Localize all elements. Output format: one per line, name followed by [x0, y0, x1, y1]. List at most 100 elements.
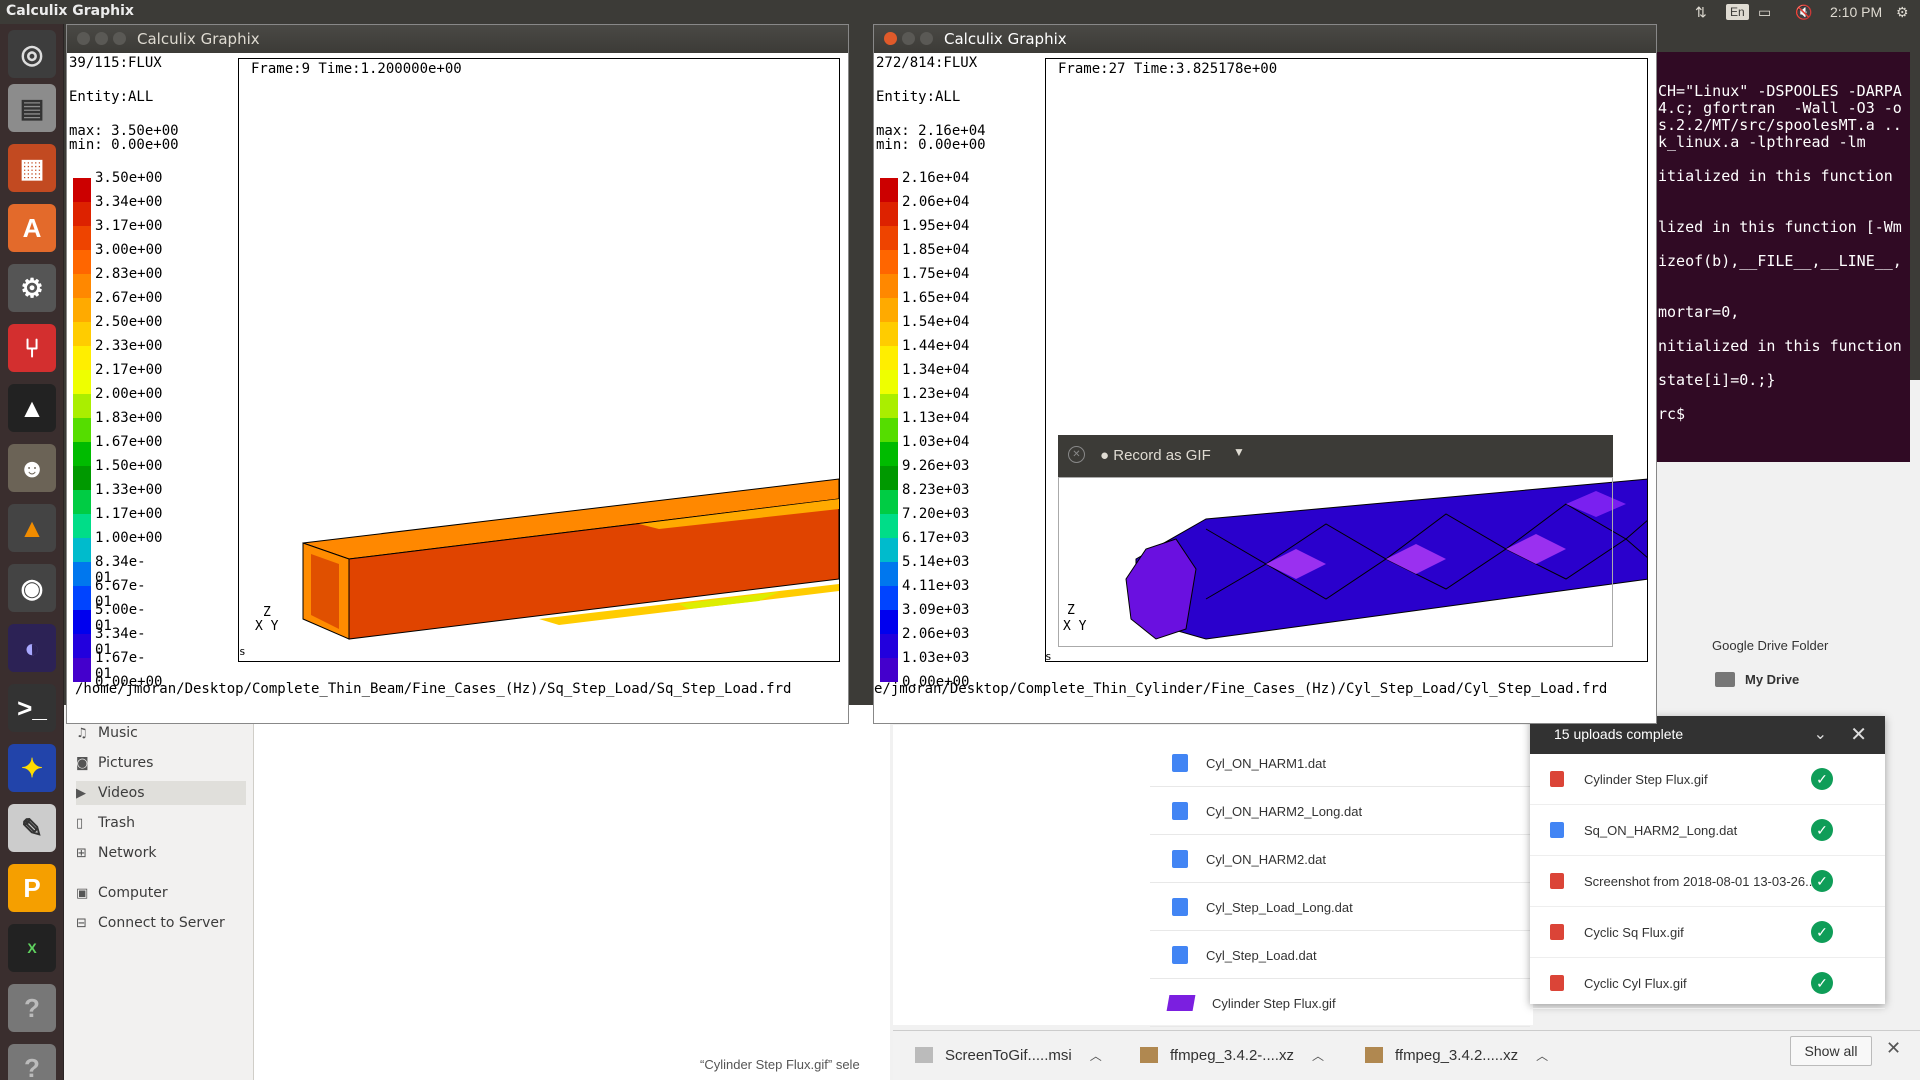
vlc-icon[interactable]: ▲	[8, 504, 56, 552]
maximize-icon[interactable]	[920, 32, 933, 45]
ubuntu-dash-icon[interactable]: ◎	[8, 30, 56, 78]
legend-label: 1.03e+04	[902, 434, 970, 450]
clock[interactable]: 2:10 PM	[1830, 4, 1883, 20]
viewport[interactable]: Frame:9 Time:1.200000e+00 Z X Y s	[238, 58, 840, 662]
download-item[interactable]: ffmpeg_3.4.2-....xz ︿	[1140, 1038, 1324, 1072]
minimize-icon[interactable]	[95, 32, 108, 45]
legend-swatch	[73, 370, 91, 394]
list-item[interactable]: Cyl_Step_Load.dat	[1150, 932, 1530, 979]
sidebar-item-music[interactable]: ♫ Music	[76, 725, 138, 741]
starred-icon[interactable]: ✦	[8, 744, 56, 792]
libreoffice-impress-icon[interactable]: ▦	[8, 144, 56, 192]
upload-row[interactable]: Cyclic Cyl Flux.gif ✓	[1530, 958, 1885, 1009]
upload-row[interactable]: Sq_ON_HARM2_Long.dat ✓	[1530, 805, 1885, 856]
legend-label: 2.17e+00	[95, 362, 163, 378]
text-editor-icon[interactable]: ✎	[8, 804, 56, 852]
legend-label: 0.00e+00	[902, 674, 970, 690]
legend-swatch	[73, 466, 91, 490]
volume-muted-icon[interactable]: 🔇	[1795, 4, 1813, 20]
legend-label: 1.44e+04	[902, 338, 970, 354]
legend-swatch	[73, 202, 91, 226]
terminal-icon[interactable]: >_	[8, 684, 56, 732]
chevron-up-icon[interactable]: ︿	[1311, 1048, 1324, 1063]
record-gif-button[interactable]: ● Record as GIF	[1100, 447, 1211, 464]
document-icon	[1172, 754, 1188, 772]
list-item[interactable]: Cyl_ON_HARM2.dat	[1150, 836, 1530, 883]
chevron-up-icon[interactable]: ︿	[1536, 1048, 1549, 1063]
files-icon[interactable]: ▤	[8, 84, 56, 132]
inkscape-icon[interactable]: ▲	[8, 384, 56, 432]
legend-swatch	[880, 178, 898, 202]
legend-swatch	[880, 466, 898, 490]
sidebar-item-videos[interactable]: ▶ Videos	[76, 781, 246, 805]
close-icon[interactable]: ✕	[1850, 724, 1867, 746]
terminal-line: s.2.2/MT/src/spoolesMT.a ..	[1658, 116, 1902, 134]
legend-label: 3.09e+03	[902, 602, 970, 618]
minimize-icon[interactable]	[902, 32, 915, 45]
legend-label: 3.17e+00	[95, 218, 163, 234]
upload-row[interactable]: Screenshot from 2018-08-01 13-03-26... ✓	[1530, 856, 1885, 907]
xterm-icon[interactable]: X	[8, 924, 56, 972]
terminal-window[interactable]: CH="Linux" -DSPOOLES -DARPA 4.c; gfortran…	[1650, 52, 1910, 462]
sidebar-item-network[interactable]: ⊞ Network	[76, 845, 157, 861]
viewport[interactable]: Frame:27 Time:3.825178e+00	[1045, 58, 1648, 662]
sidebar-item-connect-server[interactable]: ⊟ Connect to Server	[76, 915, 225, 931]
software-center-icon[interactable]: A	[8, 204, 56, 252]
keyboard-layout-indicator[interactable]: En	[1726, 4, 1749, 20]
maximize-icon[interactable]	[113, 32, 126, 45]
gif-capture-area[interactable]: Z X Y	[1058, 477, 1613, 647]
legend-swatch	[73, 442, 91, 466]
git-icon[interactable]: ⑂	[8, 324, 56, 372]
download-item[interactable]: ScreenToGif.....msi ︿	[915, 1038, 1102, 1072]
my-drive-item[interactable]: My Drive	[1715, 672, 1799, 687]
help-icon[interactable]: ?	[8, 984, 56, 1032]
close-icon[interactable]	[884, 32, 897, 45]
upload-row[interactable]: Cyclic Sq Flux.gif ✓	[1530, 907, 1885, 958]
download-item[interactable]: ffmpeg_3.4.2.....xz ︿	[1365, 1038, 1548, 1072]
close-icon[interactable]	[77, 32, 90, 45]
chevron-down-icon[interactable]: ▼	[1233, 445, 1245, 459]
list-item[interactable]: Cyl_ON_HARM1.dat	[1150, 740, 1530, 787]
network-transfer-icon[interactable]: ⇅	[1695, 4, 1707, 20]
dataset-label: 272/814:FLUX	[876, 55, 978, 71]
list-item[interactable]: Cyl_Step_Load_Long.dat	[1150, 884, 1530, 931]
file-icon	[915, 1047, 933, 1063]
computer-icon: ▣	[76, 885, 89, 901]
legend-swatch	[880, 298, 898, 322]
chevron-up-icon[interactable]: ︿	[1089, 1048, 1102, 1063]
close-icon[interactable]: ✕	[1886, 1038, 1902, 1058]
chrome-icon[interactable]: ◉	[8, 564, 56, 612]
system-settings-icon[interactable]: ⚙	[8, 264, 56, 312]
file-manager-sidebar: ♫ Music ◙ Pictures ▶ Videos ▯ Trash ⊞ Network…	[64, 705, 254, 1080]
legend-label: 3.34e-01	[95, 626, 146, 658]
help-icon[interactable]: ?	[8, 1044, 56, 1080]
sidebar-item-pictures[interactable]: ◙ Pictures	[76, 755, 154, 771]
legend-label: 2.83e+00	[95, 266, 163, 282]
eclipse-icon[interactable]: ◐	[8, 624, 56, 672]
show-all-button[interactable]: Show all	[1790, 1036, 1872, 1066]
sidebar-item-computer[interactable]: ▣ Computer	[76, 885, 168, 901]
legend-label: 9.26e+03	[902, 458, 970, 474]
archive-icon	[1140, 1047, 1158, 1063]
legend-swatch	[73, 298, 91, 322]
sidebar-item-trash[interactable]: ▯ Trash	[76, 815, 135, 831]
list-item[interactable]: Cyl_ON_HARM2_Long.dat	[1150, 788, 1530, 835]
terminal-line: CH="Linux" -DSPOOLES -DARPA	[1658, 82, 1902, 100]
chevron-down-icon[interactable]: ⌄	[1813, 726, 1827, 743]
gear-icon[interactable]: ⚙	[1896, 4, 1909, 20]
window-titlebar[interactable]: Calculix Graphix	[874, 25, 1656, 53]
legend-label: 1.00e+00	[95, 530, 163, 546]
beam-model	[302, 478, 839, 640]
battery-icon[interactable]: ▭	[1758, 4, 1772, 20]
gimp-icon[interactable]: ☻	[8, 444, 56, 492]
close-icon[interactable]: ✕	[1068, 446, 1085, 463]
legend-label: 1.95e+04	[902, 218, 970, 234]
axis-xy-label: X Y	[1063, 619, 1087, 634]
upload-row[interactable]: Cylinder Step Flux.gif ✓	[1530, 754, 1885, 805]
pycharm-icon[interactable]: P	[8, 864, 56, 912]
list-item[interactable]: Cylinder Step Flux.gif	[1150, 980, 1530, 1027]
terminal-titlebar[interactable]	[1650, 24, 1910, 52]
calculix-window-right: Calculix Graphix 272/814:FLUX Entity:ALL…	[873, 24, 1657, 724]
legend-label: 1.54e+04	[902, 314, 970, 330]
window-titlebar[interactable]: Calculix Graphix	[67, 25, 848, 53]
